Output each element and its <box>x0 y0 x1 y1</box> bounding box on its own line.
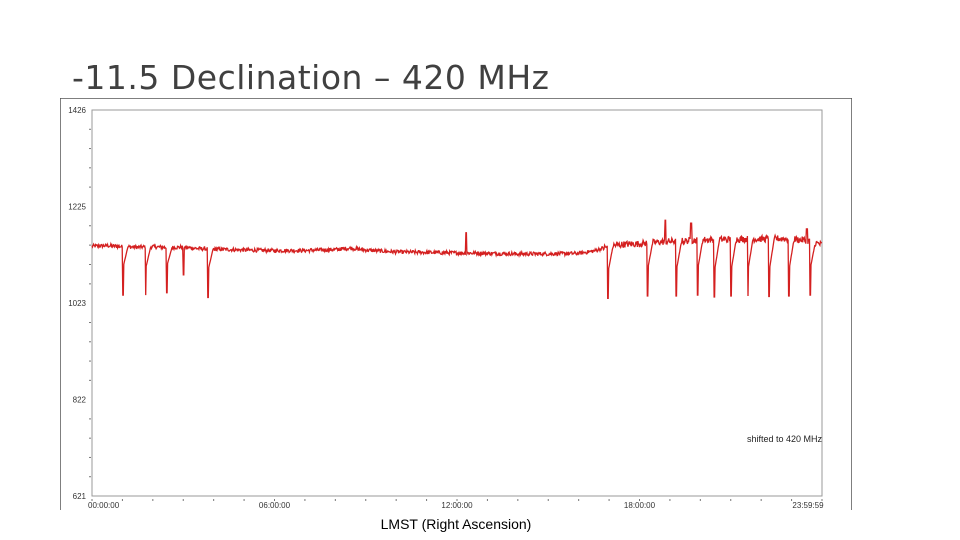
line-chart: 1426 1225 1023 822 621 00:00:00 06:00:00 12:00… <box>60 98 852 510</box>
x-axis-caption: LMST (Right Ascension) <box>380 516 532 532</box>
x-axis: 00:00:00 06:00:00 12:00:00 18:00:00 23:59:59 <box>88 499 824 510</box>
y-tick-label: 822 <box>73 396 87 405</box>
y-tick-label: 1023 <box>68 299 86 308</box>
x-tick-label: 06:00:00 <box>259 501 291 510</box>
plot-area-border <box>91 109 823 497</box>
x-tick-label: 23:59:59 <box>792 501 824 510</box>
x-tick-label: 18:00:00 <box>624 501 656 510</box>
chart-frame: 1426 1225 1023 822 621 00:00:00 06:00:00 12:00… <box>60 98 852 510</box>
x-tick-label: 00:00:00 <box>88 501 120 510</box>
y-tick-label: 621 <box>73 492 87 501</box>
y-tick-label: 1225 <box>68 202 86 211</box>
slide-title: -11.5 Declination – 420 MHz <box>72 58 550 97</box>
chart-background <box>60 98 852 510</box>
x-tick-label: 12:00:00 <box>441 501 473 510</box>
series-line <box>91 219 823 300</box>
y-axis: 1426 1225 1023 822 621 <box>68 106 91 501</box>
chart-annotation: shifted to 420 MHz <box>747 434 823 444</box>
y-tick-label: 1426 <box>68 106 86 115</box>
